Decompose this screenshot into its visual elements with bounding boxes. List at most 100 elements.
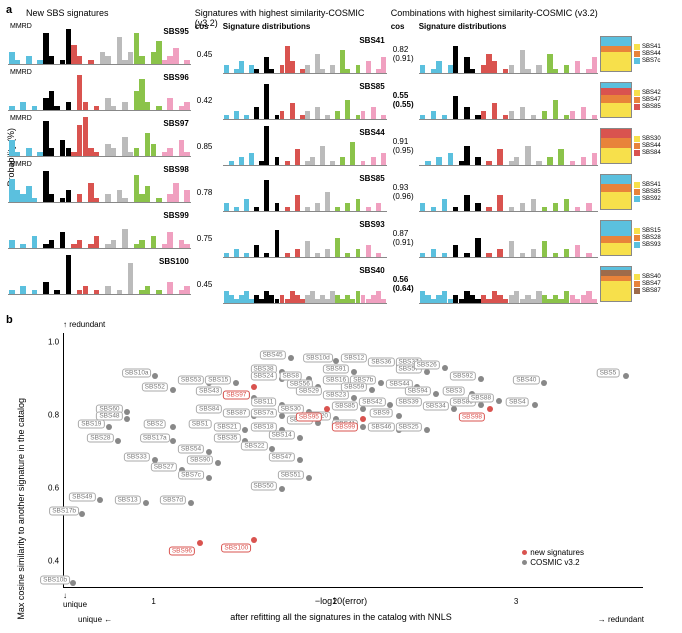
scatter-label-new: SBS97 [223,390,249,399]
scatter-label: SBS24 [250,372,276,381]
stack-bar [600,220,632,256]
new-header: New SBS signatures [8,8,191,20]
sig-chart: SBS85 [223,80,387,120]
scatter-pt [152,457,158,463]
scatter-label: SBS21 [214,423,240,432]
sig-chart: SBS93 [223,218,387,258]
sig-chart: SBS40 [223,264,387,304]
scatter-pt [188,500,194,506]
sig-chart: SBS100 [8,255,191,295]
sig-row: MMRDSBS96 [8,68,191,114]
scatter-label: SBS13 [114,496,140,505]
panel-b: ↑ redundant ↓unique Max cosine similarit… [8,318,674,628]
scatter-pt [70,580,76,586]
scatter-label: SBS29 [296,386,322,395]
scatter-pt [143,500,149,506]
scatter-label: SBS12 [341,354,367,363]
scatter-pt [233,380,239,386]
sig-row: 0.75SBS93 [195,215,387,261]
stack-legend: SBS15SBS28SBS93 [632,228,674,248]
scatter-label: SBS23 [323,390,349,399]
scatter-pt [269,446,275,452]
sig-row: SBS100 [8,252,191,298]
scatter-label: SBS25 [395,423,421,432]
stack-legend: SBS40SBS47SBS87 [632,274,674,294]
scatter-pt-new [251,537,257,543]
scatter-label: SBS10b [40,576,70,585]
sig-row: 0.82(0.91)SBS41SBS44SBS7c [391,31,674,77]
scatter-pt-new [197,540,203,546]
stack-legend: SBS42SBS47SBS85 [632,90,674,110]
scatter-pt [378,380,384,386]
scatter-label: SBS42 [359,397,385,406]
panel-a: Probability (%) New SBS signatures MMRDS… [8,8,674,308]
scatter-pt [360,424,366,430]
scatter-pt [306,475,312,481]
scatter-pt [478,402,484,408]
scatter-pt [387,402,393,408]
scatter-label-new: SBS100 [221,543,251,552]
stack-bar [600,266,632,302]
scatter-label: SBS46 [368,423,394,432]
scatter-label: SBS94 [404,386,430,395]
scatter-pt [424,427,430,433]
scatter-pt [541,380,547,386]
scatter-label: SBS10d [303,354,333,363]
sig-row: SBS99 [8,206,191,252]
scatter-label: SBS52 [142,383,168,392]
scatter-pt-new [324,406,330,412]
scatter-pt-new [360,416,366,422]
scatter-label: SBS4 [506,397,529,406]
scatter-pt-new [251,384,257,390]
scatter-pt [532,402,538,408]
stack-bar [600,174,632,210]
right-sigs-col: Combinations with highest similarity-COS… [391,8,674,308]
scatter-label: SBS35 [214,434,240,443]
scatter-pt [115,438,121,444]
sig-row: 0.87(0.91)SBS15SBS28SBS93 [391,215,674,261]
sig-chart: MMRDSBS95 [8,25,191,65]
scatter-label: SBS34 [423,401,449,410]
sig-chart [419,80,598,120]
scatter-label: SBS84 [196,405,222,414]
scatter-label: SBS11 [251,397,277,406]
scatter-label: SBS47 [269,452,295,461]
sig-row: 0.55(0.55)SBS42SBS47SBS85 [391,77,674,123]
scatter-pt [451,406,457,412]
sig-row: 0.85SBS44 [195,123,387,169]
sig-chart: SBS41 [223,34,387,74]
scatter-label: SBS91 [323,365,349,374]
scatter-label: SBS43 [196,386,222,395]
scatter-pt [351,369,357,375]
sig-row: MMRDSBS98 [8,160,191,206]
stack-bar [600,36,632,72]
scatter-label: SBS7c [178,470,204,479]
scatter-label: SBS3 [443,386,466,395]
scatter-pt [170,424,176,430]
scatter-pt [170,438,176,444]
sig-chart [419,126,598,166]
scatter-xlabel: after refitting all the signatures in th… [230,612,452,622]
scatter-label: SBS1 [189,419,212,428]
sig-chart: MMRDSBS98 [8,163,191,203]
scatter-pt [351,395,357,401]
scatter-ylabel: Max cosine similarity to another signatu… [16,398,26,620]
sig-chart [419,218,598,258]
scatter-label: SBS49 [69,492,95,501]
scatter-label: SBS14 [269,430,295,439]
sig-chart: MMRDSBS96 [8,71,191,111]
scatter-pt [297,457,303,463]
scatter-pt [206,449,212,455]
sig-row: 0.45SBS40 [195,261,387,307]
scatter-label: SBS88 [468,394,494,403]
sig-row: 0.45SBS41 [195,31,387,77]
mid-sigs-col: Signatures with highest similarity-COSMI… [195,8,387,308]
stack-legend: SBS41SBS44SBS7c [632,44,674,64]
scatter-label: SBS22 [241,441,267,450]
sig-chart: SBS99 [8,209,191,249]
sig-chart [419,172,598,212]
scatter-pt [297,435,303,441]
scatter-label: SBS40 [513,376,539,385]
sig-row: MMRDSBS97 [8,114,191,160]
scatter-pt [124,409,130,415]
